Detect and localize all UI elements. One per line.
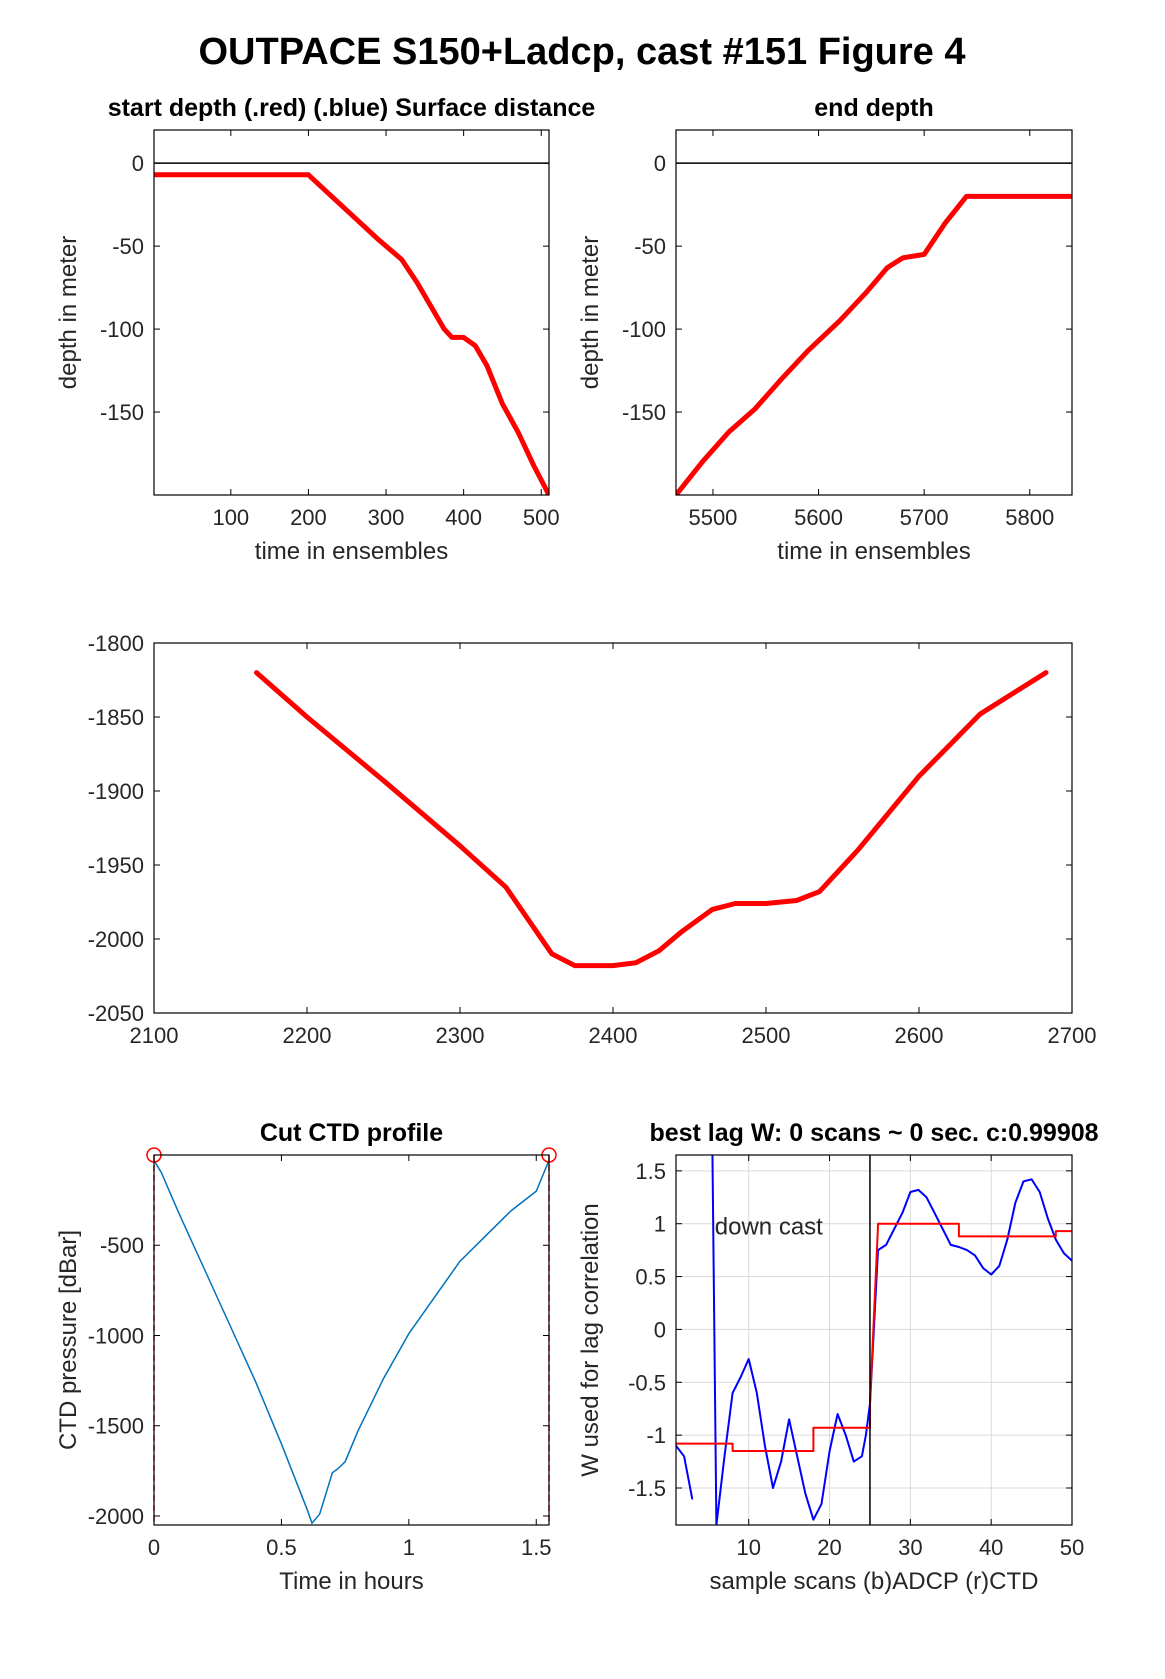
y-tick-label: -150 <box>622 400 666 425</box>
y-tick-label: 1 <box>654 1212 666 1237</box>
x-tick-label: 5600 <box>794 505 843 530</box>
x-tick-label: 50 <box>1060 1535 1084 1560</box>
y-axis-label: CTD pressure [dBar] <box>55 1230 82 1450</box>
x-axis-label: time in ensembles <box>255 538 448 565</box>
y-tick-label: -50 <box>112 234 144 259</box>
y-tick-label: 0.5 <box>635 1265 666 1290</box>
end-depth-panel: 5500 5600 5700 5800 0 -50 -100 -150 end depth tim… <box>577 94 1073 565</box>
y-tick-label: -100 <box>100 317 144 342</box>
y-tick-label: -100 <box>622 317 666 342</box>
axes-box <box>675 129 1073 496</box>
series-line-0 <box>154 1159 549 1524</box>
x-tick-label: 2300 <box>436 1023 485 1048</box>
y-tick-label: 0 <box>132 151 144 176</box>
bottom-depth-panel: 2100 2200 2300 2400 2500 2600 2700 -1800 -1850 -1… <box>88 631 1097 1048</box>
y-tick-label: -0.5 <box>628 1370 666 1395</box>
y-axis-label: W used for lag correlation <box>577 1203 604 1476</box>
y-tick-label: -1500 <box>88 1414 144 1439</box>
y-tick-label: -1000 <box>88 1323 144 1348</box>
x-tick-label: 1 <box>403 1535 415 1560</box>
series-line-adcp <box>676 1155 1072 1525</box>
x-tick-label: 1.5 <box>521 1535 552 1560</box>
best-lag-panel: 10 20 30 40 50 1.5 1 0.5 0 -0.5 -1 -1.5 best lag W: … <box>577 1119 1099 1595</box>
panel-title: end depth <box>814 94 933 122</box>
x-tick-label: 2700 <box>1048 1023 1097 1048</box>
x-tick-label: 5500 <box>688 505 737 530</box>
y-tick-label: 1.5 <box>635 1159 666 1184</box>
axes-box <box>153 642 1073 1014</box>
x-tick-label: 10 <box>736 1535 760 1560</box>
y-tick-label: -1900 <box>88 779 144 804</box>
series-line-0 <box>254 670 1049 969</box>
series-line-ctd <box>676 1222 1072 1452</box>
axes-box <box>675 1154 1073 1526</box>
x-tick-label: 500 <box>523 505 560 530</box>
y-tick-label: -2000 <box>88 1504 144 1529</box>
y-tick-label: -1.5 <box>628 1476 666 1501</box>
y-tick-label: 0 <box>654 1317 666 1342</box>
series-line-0 <box>676 193 1072 495</box>
y-tick-label: -2000 <box>88 927 144 952</box>
x-axis-label: sample scans (b)ADCP (r)CTD <box>710 1568 1039 1595</box>
x-tick-label: 2500 <box>742 1023 791 1048</box>
x-tick-label: 0.5 <box>266 1535 297 1560</box>
x-axis-label: time in ensembles <box>777 538 970 565</box>
x-tick-label: 100 <box>212 505 249 530</box>
down-cast-annotation: down cast <box>715 1213 823 1240</box>
y-tick-label: -150 <box>100 400 144 425</box>
x-tick-label: 200 <box>290 505 327 530</box>
cut-ctd-panel: 0 0.5 1 1.5 -500 -1000 -1500 -2000 Cut CTD profi… <box>55 1119 557 1595</box>
y-tick-label: -50 <box>634 234 666 259</box>
start-depth-panel: 100 200 300 400 500 0 -50 -100 -150 start depth (… <box>55 94 595 565</box>
x-tick-label: 2400 <box>589 1023 638 1048</box>
figure-title: OUTPACE S150+Ladcp, cast #151 Figure 4 <box>199 31 966 73</box>
y-axis-label: depth in meter <box>577 236 604 389</box>
x-tick-label: 30 <box>898 1535 922 1560</box>
panel-title: Cut CTD profile <box>260 1119 443 1147</box>
x-tick-label: 5800 <box>1005 505 1054 530</box>
x-tick-label: 2600 <box>895 1023 944 1048</box>
x-tick-label: 400 <box>445 505 482 530</box>
series-line-0 <box>154 172 549 495</box>
y-tick-label: -1850 <box>88 705 144 730</box>
y-tick-label: -1950 <box>88 853 144 878</box>
x-tick-label: 20 <box>817 1535 841 1560</box>
y-tick-label: -1800 <box>88 631 144 656</box>
axes-box <box>153 1154 550 1526</box>
x-tick-label: 0 <box>148 1535 160 1560</box>
y-tick-label: 0 <box>654 151 666 176</box>
x-axis-label: Time in hours <box>279 1568 424 1595</box>
x-tick-label: 2100 <box>130 1023 179 1048</box>
panel-title: best lag W: 0 scans ~ 0 sec. c:0.99908 <box>649 1119 1098 1147</box>
y-axis-label: depth in meter <box>55 236 82 389</box>
axes-box <box>153 129 550 496</box>
x-tick-label: 40 <box>979 1535 1003 1560</box>
panel-title: start depth (.red) (.blue) Surface dista… <box>108 94 596 122</box>
x-tick-label: 2200 <box>283 1023 332 1048</box>
x-tick-label: 5700 <box>900 505 949 530</box>
y-tick-label: -2050 <box>88 1001 144 1026</box>
y-tick-label: -500 <box>100 1233 144 1258</box>
x-tick-label: 300 <box>368 505 405 530</box>
y-tick-label: -1 <box>646 1423 666 1448</box>
